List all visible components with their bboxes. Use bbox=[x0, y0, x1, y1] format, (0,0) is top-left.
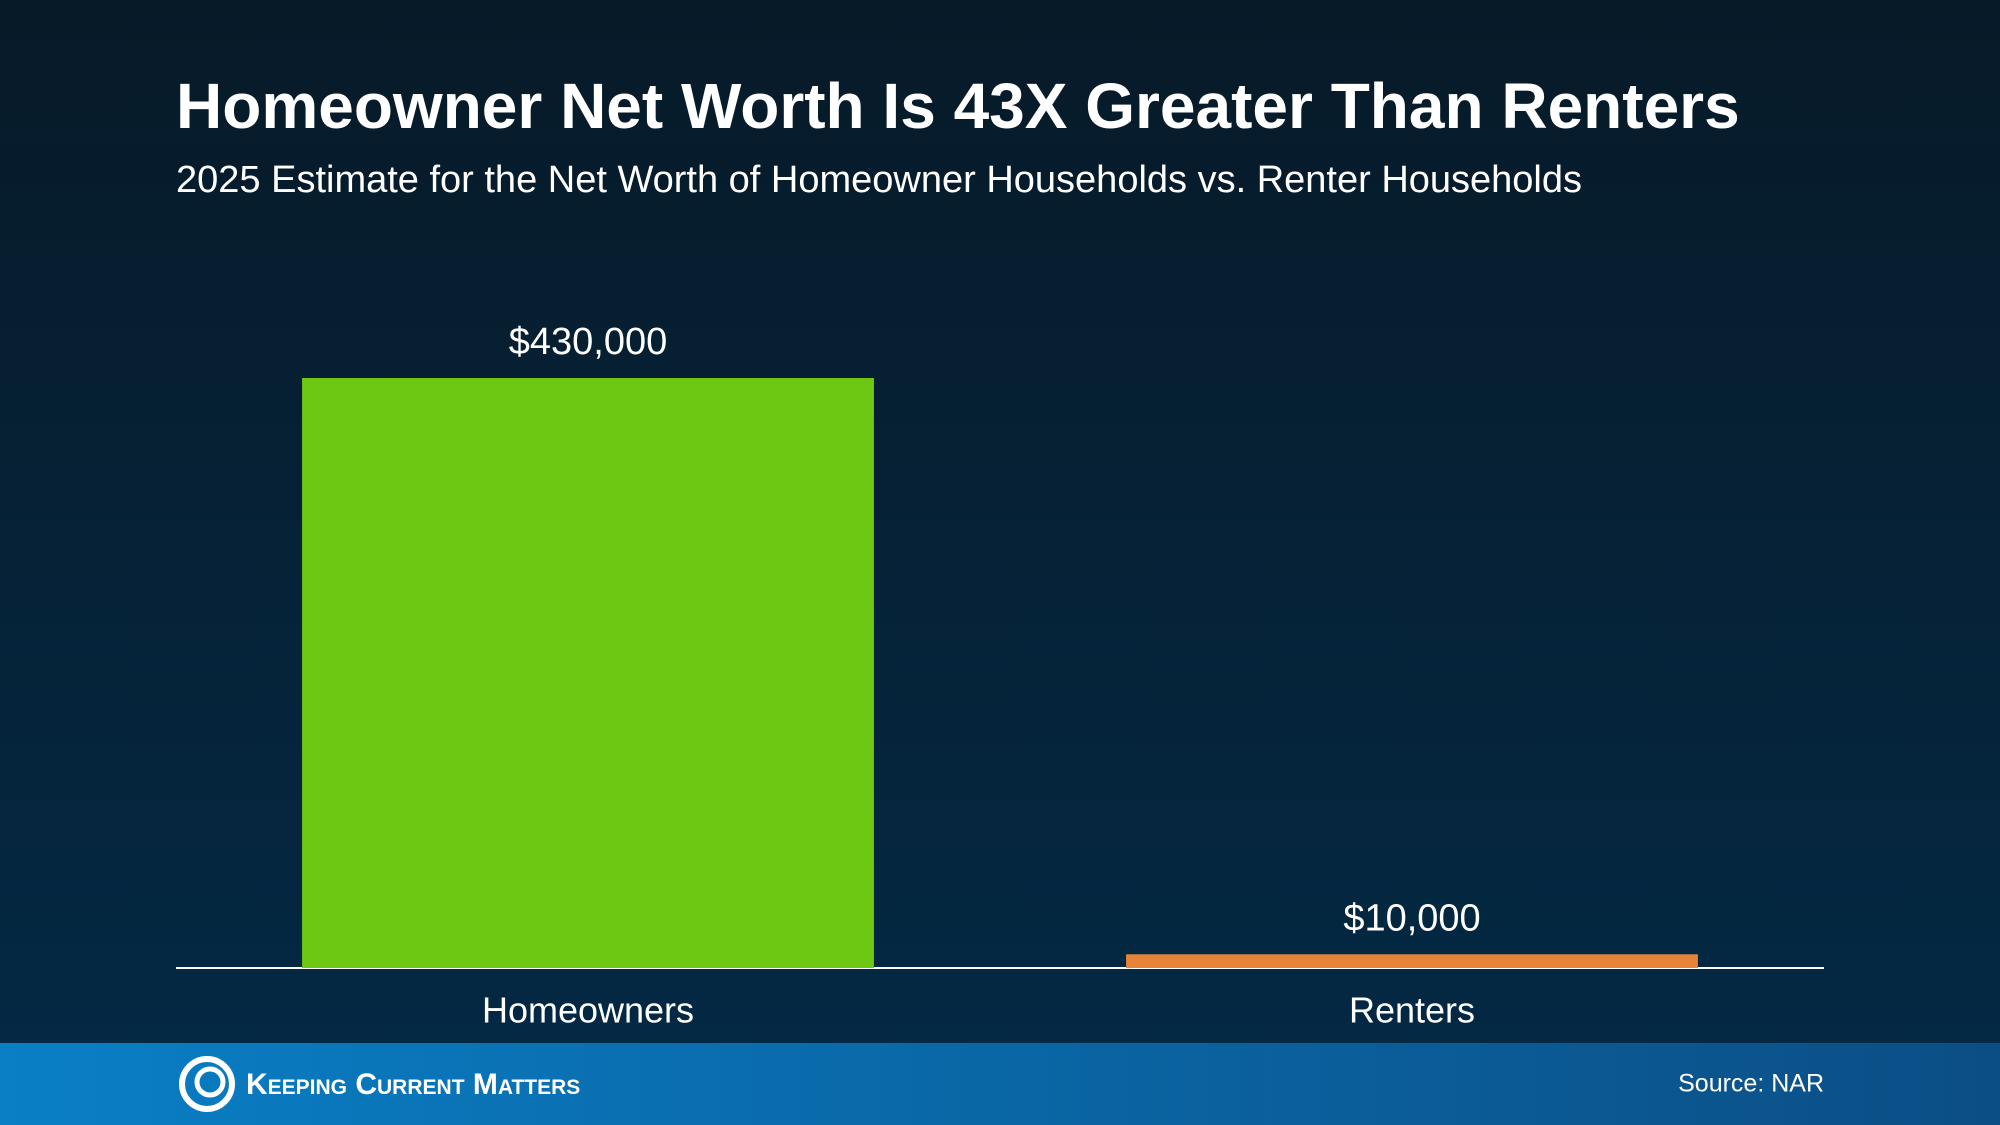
bar bbox=[1126, 954, 1698, 968]
value-label: $10,000 bbox=[1343, 897, 1480, 939]
chart-title: Homeowner Net Worth Is 43X Greater Than … bbox=[176, 70, 1740, 142]
x-tick-label: Homeowners bbox=[482, 990, 694, 1031]
bar bbox=[302, 378, 874, 968]
brand: Keeping Current Matters bbox=[246, 1068, 580, 1101]
logo bbox=[179, 1056, 235, 1112]
chart-subtitle: 2025 Estimate for the Net Worth of Homeo… bbox=[176, 159, 1582, 201]
value-label: $430,000 bbox=[509, 321, 668, 363]
x-tick-label: Renters bbox=[1349, 990, 1475, 1031]
footer-band bbox=[0, 1043, 2000, 1125]
source: Source: NAR bbox=[1678, 1070, 1824, 1098]
